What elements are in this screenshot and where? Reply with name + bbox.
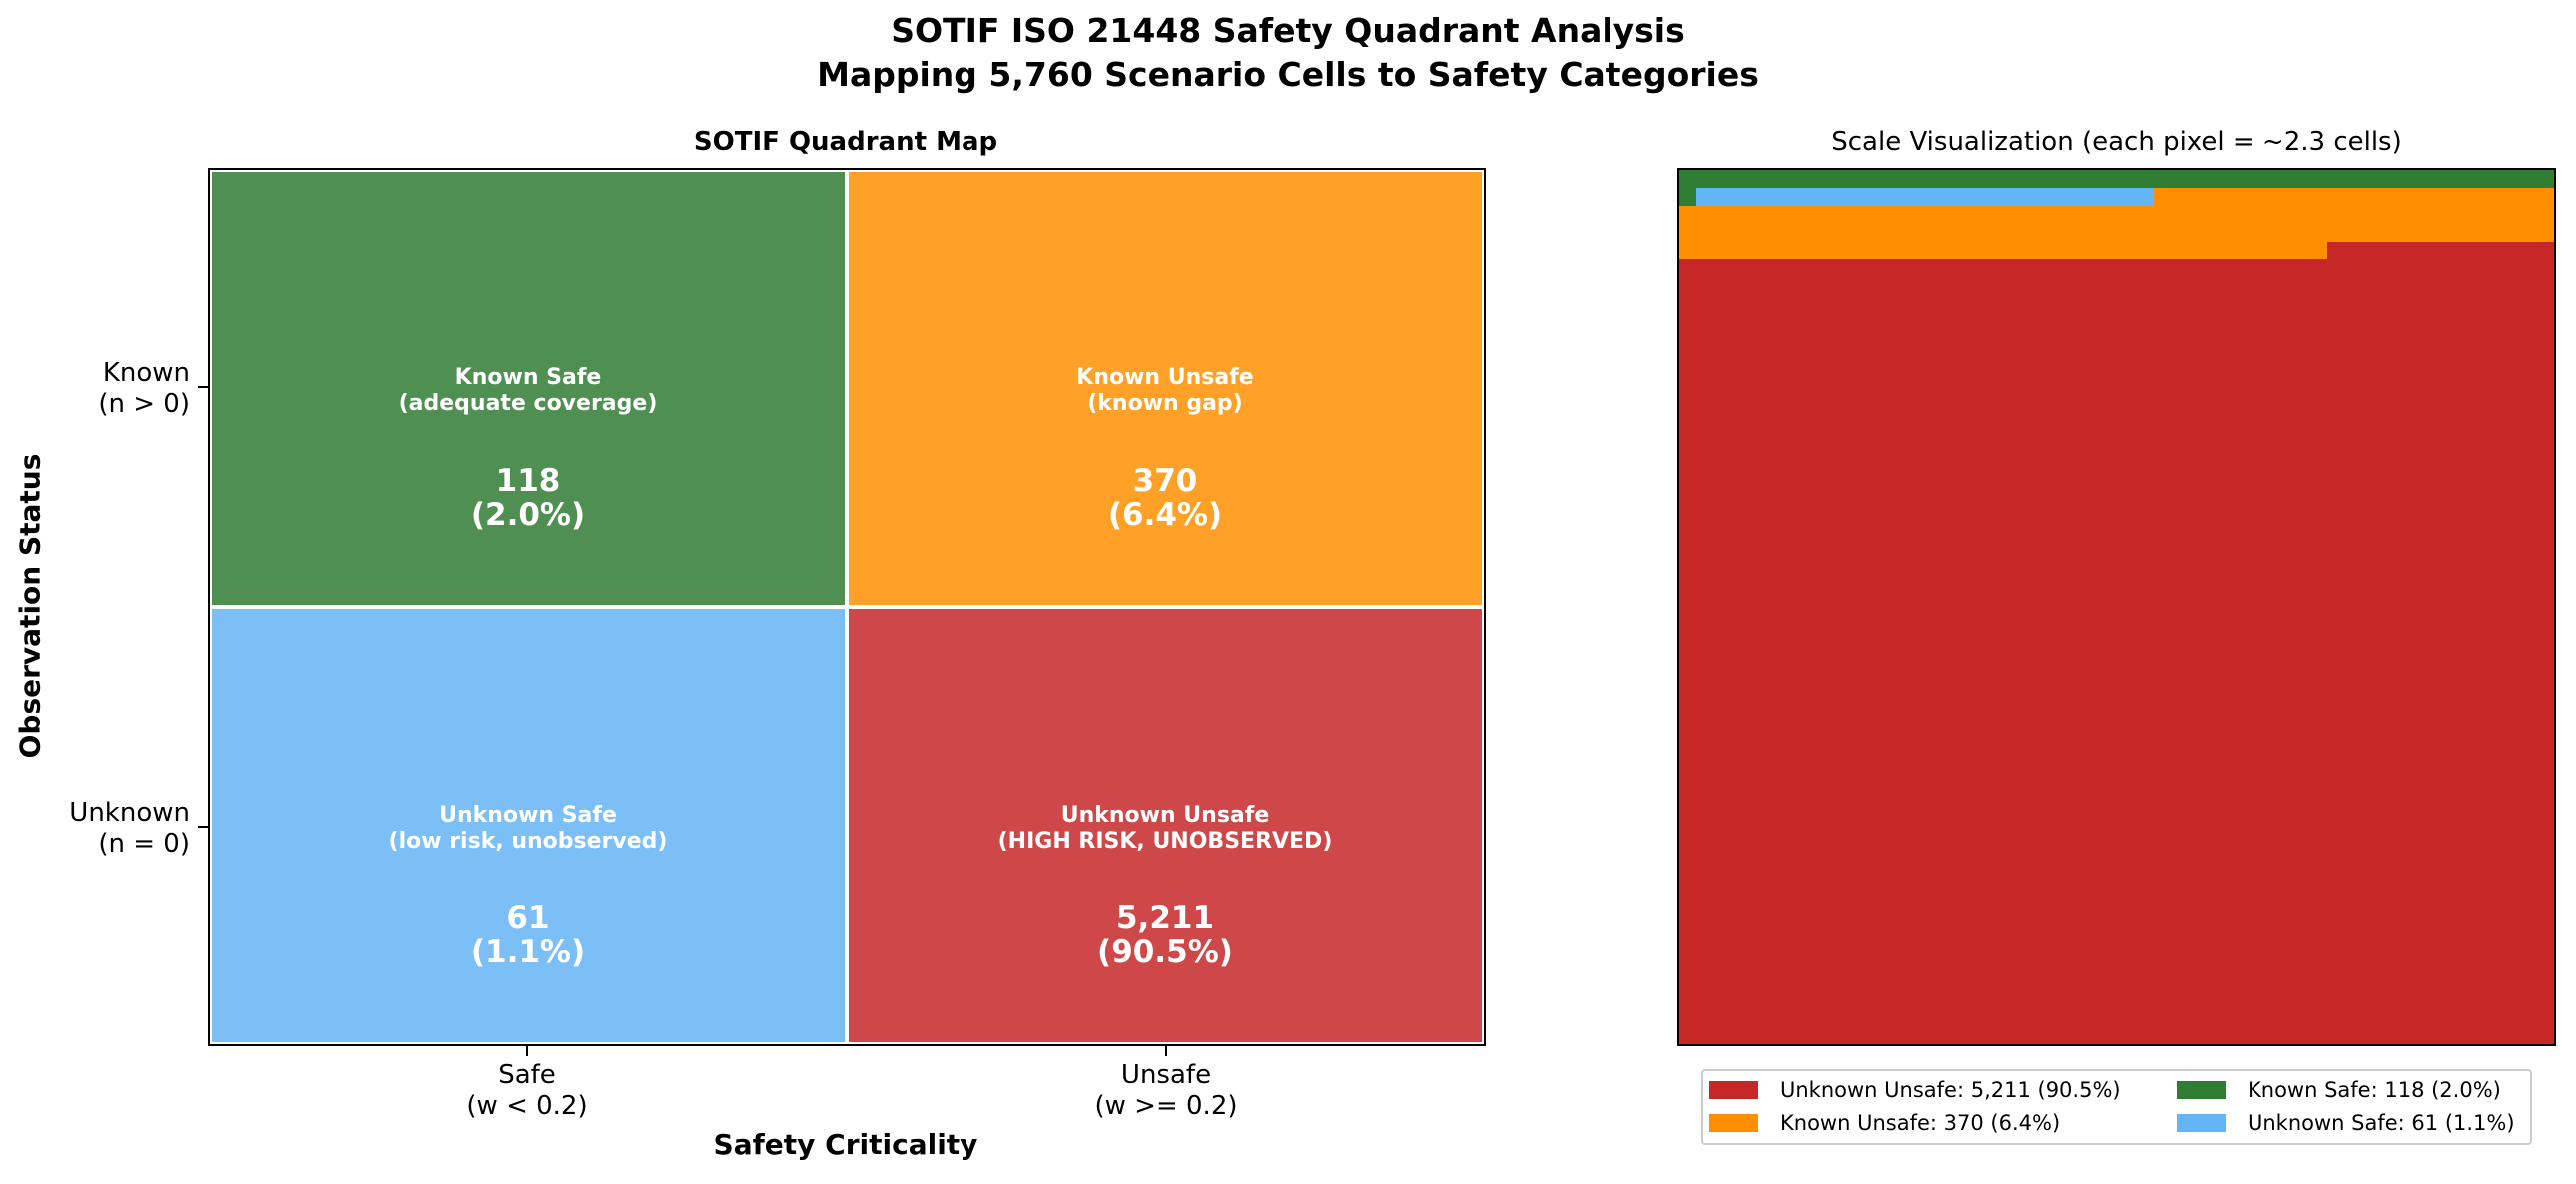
quadrant-unknown-safe: Unknown Safe (low risk, unobserved) 61 (1.1… (210, 607, 847, 1044)
quadrant-unknown-unsafe: Unknown Unsafe (HIGH RISK, UNOBSERVED) 5,2… (847, 607, 1484, 1044)
quadrant-count: 118 (495, 463, 561, 499)
legend-label: Unknown Unsafe: 5,211 (90.5%) (1780, 1078, 2121, 1102)
scale-visualization-title: Scale Visualization (each pixel = ~2.3 c… (1831, 127, 2402, 157)
x-tick-sublabel: (w < 0.2) (466, 1091, 588, 1121)
quadrant-count: 61 (506, 900, 550, 936)
legend-label: Unknown Safe: 61 (1.1%) (2248, 1111, 2515, 1135)
scale-visualization-axes (1677, 168, 2556, 1046)
figure-subtitle: Mapping 5,760 Scenario Cells to Safety C… (817, 55, 1759, 94)
x-tick-mark (1165, 1046, 1167, 1056)
legend: Unknown Unsafe: 5,211 (90.5%) Known Unsa… (1701, 1069, 2532, 1145)
x-tick-label: Safe (498, 1060, 556, 1090)
legend-swatch (2177, 1081, 2226, 1099)
quadrant-percent: (90.5%) (1097, 934, 1233, 970)
quadrant-count: 5,211 (1115, 900, 1215, 936)
quadrant-count: 370 (1132, 463, 1198, 499)
known-unsafe-region (2154, 188, 2554, 206)
legend-swatch (1709, 1114, 1758, 1132)
y-tick-label: Unknown (69, 798, 190, 828)
scale-grid (1679, 170, 2554, 259)
legend-label: Known Safe: 118 (2.0%) (2248, 1078, 2501, 1102)
quadrant-percent: (2.0%) (470, 497, 586, 533)
quadrant-percent: (6.4%) (1107, 497, 1223, 533)
unknown-safe-region (1696, 188, 2154, 206)
known-safe-region (1679, 170, 2554, 188)
legend-item-unknown-unsafe: Unknown Unsafe: 5,211 (90.5%) (1709, 1078, 2121, 1102)
quadrant-known-unsafe: Known Unsafe (known gap) 370 (6.4%) (847, 170, 1484, 607)
y-tick-label: Known (102, 358, 190, 388)
quadrant-label: Known Safe (454, 365, 602, 390)
x-tick-sublabel: (w >= 0.2) (1094, 1091, 1238, 1121)
quadrant-sublabel: (adequate coverage) (398, 391, 658, 416)
x-tick-mark (526, 1046, 528, 1056)
legend-label: Known Unsafe: 370 (6.4%) (1780, 1111, 2061, 1135)
y-tick-mark (198, 826, 208, 828)
quadrant-sublabel: (low risk, unobserved) (388, 829, 668, 854)
quadrant-map-axes: Known Safe (adequate coverage) 118 (2.0%) Kn… (208, 168, 1486, 1046)
x-tick-safe: Safe (w < 0.2) (377, 1060, 677, 1122)
quadrant-percent: (1.1%) (470, 934, 586, 970)
legend-item-unknown-safe: Unknown Safe: 61 (1.1%) (2177, 1111, 2515, 1135)
y-tick-known: Known (n > 0) (40, 358, 190, 420)
known-safe-region (1679, 188, 1696, 206)
figure-title: SOTIF ISO 21448 Safety Quadrant Analysis (891, 11, 1685, 50)
x-tick-label: Unsafe (1120, 1060, 1212, 1090)
known-unsafe-region (1679, 242, 2327, 259)
y-tick-mark (198, 386, 208, 388)
quadrant-map-title: SOTIF Quadrant Map (693, 127, 998, 157)
legend-swatch (2177, 1114, 2226, 1132)
quadrant-label: Known Unsafe (1076, 365, 1254, 390)
known-unsafe-region (1679, 206, 2554, 242)
quadrant-known-safe: Known Safe (adequate coverage) 118 (2.0%) (210, 170, 847, 607)
legend-item-known-safe: Known Safe: 118 (2.0%) (2177, 1078, 2501, 1102)
quadrant-sublabel: (known gap) (1087, 391, 1243, 416)
y-tick-sublabel: (n = 0) (98, 829, 190, 859)
legend-swatch (1709, 1081, 1758, 1099)
legend-item-known-unsafe: Known Unsafe: 370 (6.4%) (1709, 1111, 2060, 1135)
quadrant-sublabel: (HIGH RISK, UNOBSERVED) (997, 829, 1333, 854)
y-axis-label: Observation Status (13, 453, 47, 759)
x-axis-label: Safety Criticality (713, 1128, 978, 1161)
y-tick-sublabel: (n > 0) (98, 389, 190, 419)
quadrant-label: Unknown Unsafe (1060, 803, 1270, 828)
quadrant-label: Unknown Safe (439, 803, 617, 828)
y-tick-unknown: Unknown (n = 0) (40, 798, 190, 860)
x-tick-unsafe: Unsafe (w >= 0.2) (1016, 1060, 1316, 1122)
